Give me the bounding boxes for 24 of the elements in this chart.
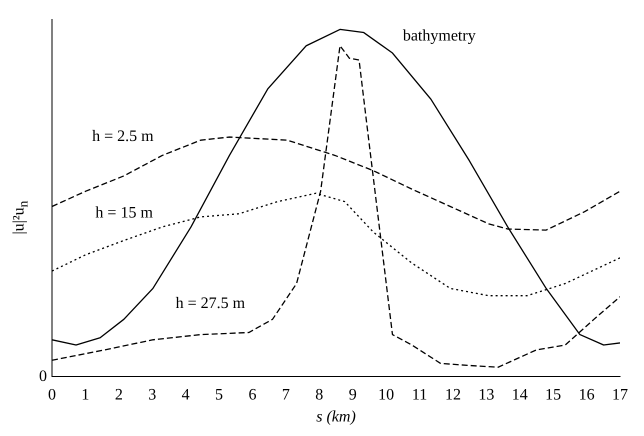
x-tick-label: 15 xyxy=(545,386,562,404)
series-label: h = 2.5 m xyxy=(92,128,154,146)
x-tick-label: 17 xyxy=(612,386,628,404)
x-tick-label: 6 xyxy=(248,386,256,404)
x-tick-label: 3 xyxy=(148,386,156,404)
text: 0 xyxy=(39,368,47,385)
x-tick-label: 13 xyxy=(478,386,494,404)
x-tick-label: 16 xyxy=(578,386,595,404)
series-label: h = 27.5 m xyxy=(176,294,246,312)
x-tick-label: 10 xyxy=(378,386,394,404)
x-tick-label: 2 xyxy=(114,386,123,404)
x-tick-label: 4 xyxy=(182,386,190,404)
series-label: h = 15 m xyxy=(95,204,154,222)
x-tick-label: 1 xyxy=(81,386,90,404)
x-tick-label: 12 xyxy=(444,386,461,404)
x-tick-label: 5 xyxy=(215,386,224,404)
x-tick-label: 0 xyxy=(48,386,56,404)
x-tick-label: 14 xyxy=(512,386,528,404)
series-label: bathymetry xyxy=(402,28,476,45)
x-tick-label: 9 xyxy=(348,386,357,404)
x-tick-label: 8 xyxy=(315,386,324,404)
x-axis-title: s (km) xyxy=(316,408,356,426)
x-tick-label: 11 xyxy=(412,386,428,404)
x-tick-label: 7 xyxy=(282,386,290,404)
